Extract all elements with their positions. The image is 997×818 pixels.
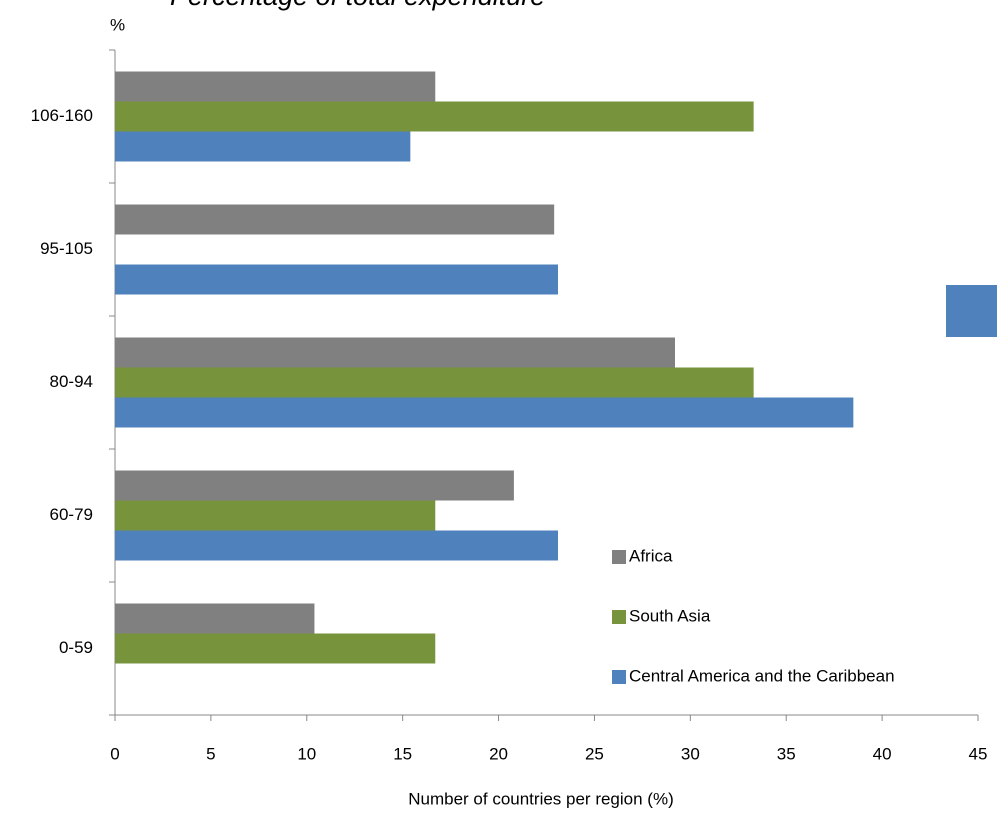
x-tick-label: 0: [110, 744, 119, 763]
legend-swatch: [612, 670, 626, 684]
y-tick-label: 80-94: [50, 372, 93, 391]
x-tick-label: 10: [297, 744, 316, 763]
y-axis-label: %: [110, 15, 125, 34]
bar: [115, 397, 854, 428]
chart-title: Percentage of total expenditure: [170, 0, 545, 11]
bar: [115, 131, 411, 162]
x-tick-label: 45: [969, 744, 988, 763]
bar: [115, 264, 559, 295]
bar: [115, 204, 555, 235]
x-tick-label: 35: [777, 744, 796, 763]
decoration: [946, 285, 997, 337]
legend-label: Africa: [629, 546, 673, 565]
bar: [115, 603, 315, 634]
legend-swatch: [612, 550, 626, 564]
y-tick-label: 106-160: [31, 106, 93, 125]
legend-label: South Asia: [629, 606, 711, 625]
bar: [115, 337, 675, 368]
x-axis-label: Number of countries per region (%): [408, 789, 674, 808]
bar: [115, 367, 754, 398]
y-tick-label: 60-79: [50, 505, 93, 524]
legend-label: Central America and the Caribbean: [629, 666, 895, 685]
legend-swatch: [612, 610, 626, 624]
bar: [115, 470, 514, 501]
bar: [115, 530, 559, 561]
x-tick-label: 25: [585, 744, 604, 763]
x-tick-label: 20: [489, 744, 508, 763]
bar: [115, 71, 436, 102]
x-tick-label: 15: [393, 744, 412, 763]
x-tick-label: 5: [206, 744, 215, 763]
y-tick-label: 0-59: [59, 638, 93, 657]
y-tick-label: 95-105: [40, 239, 93, 258]
bar: [115, 101, 754, 132]
bar: [115, 633, 436, 664]
x-tick-label: 40: [873, 744, 892, 763]
x-tick-label: 30: [681, 744, 700, 763]
bar: [115, 500, 436, 531]
